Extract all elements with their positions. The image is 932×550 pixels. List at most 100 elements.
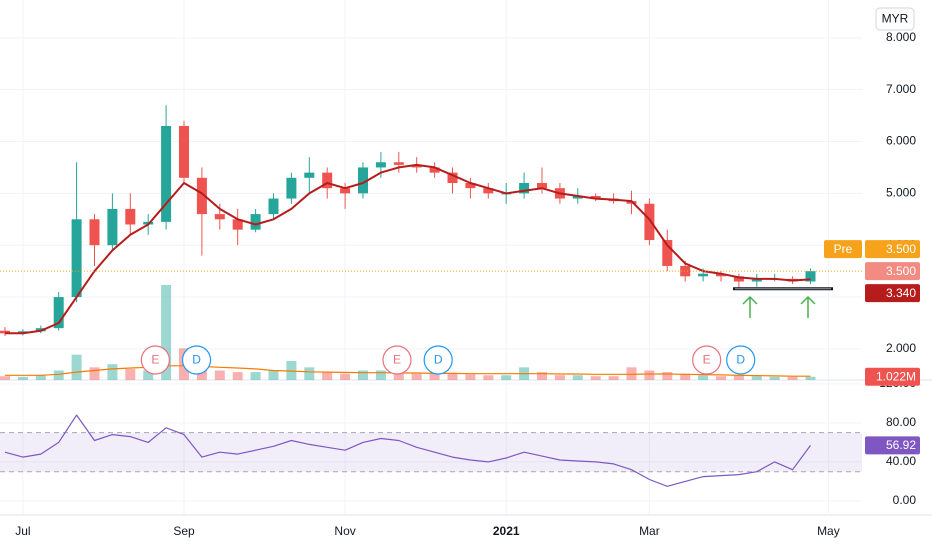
price-tag-label: 56.92 <box>886 438 916 452</box>
candle-body <box>590 195 601 199</box>
y-tick-label: 6.000 <box>886 134 916 148</box>
volume-bar <box>465 374 476 380</box>
currency-button[interactable]: MYR <box>875 7 915 31</box>
volume-bar <box>358 370 368 380</box>
event-label: D <box>434 353 443 367</box>
volume-bar <box>89 367 100 380</box>
volume-bar <box>143 370 154 380</box>
candle-body <box>644 203 655 241</box>
candle-body <box>71 219 82 298</box>
candle-body <box>286 177 297 199</box>
volume-bar <box>680 373 691 380</box>
y-tick-label: 5.000 <box>886 186 916 200</box>
candle-body <box>447 172 458 184</box>
rsi-band <box>0 432 862 472</box>
candle-body <box>0 330 10 334</box>
candle-body <box>519 183 530 194</box>
volume-bar <box>393 372 404 380</box>
volume-bar <box>107 364 118 380</box>
candle-body <box>733 276 744 282</box>
candle-body <box>89 219 100 246</box>
volume-bar <box>322 372 333 380</box>
candle-body <box>196 177 207 215</box>
candle-body <box>125 208 136 225</box>
volume-bar <box>232 372 243 380</box>
price-tag-name-box <box>824 240 862 259</box>
price-tag-label: 3.500 <box>886 264 916 278</box>
event-marker <box>423 345 453 375</box>
volume-bar <box>572 375 583 380</box>
y-tick-label: 40.00 <box>886 454 916 468</box>
volume-bar <box>411 373 422 380</box>
x-tick-label: Nov <box>334 524 355 538</box>
event-marker <box>726 345 756 375</box>
event-label: D <box>736 353 745 367</box>
currency-box[interactable] <box>875 7 915 31</box>
volume-bar <box>733 375 744 380</box>
candle-body <box>429 167 440 173</box>
currency-label[interactable]: MYR <box>882 12 909 26</box>
volume-bar <box>340 373 351 380</box>
y-tick-label: 0.00 <box>893 493 917 507</box>
candle-body <box>161 125 172 222</box>
candle-body <box>680 265 691 277</box>
volume-bar <box>537 372 547 380</box>
volume-bar <box>501 375 512 380</box>
price-tag <box>865 240 920 259</box>
event-label: E <box>151 353 159 367</box>
event-label: E <box>703 353 711 367</box>
volume-bar <box>53 370 64 380</box>
volume-bar <box>590 376 601 380</box>
candle-body <box>375 162 386 168</box>
candle-body <box>805 271 816 282</box>
volume-bar <box>483 375 494 380</box>
volume-bar <box>35 375 46 380</box>
event-label: D <box>192 353 201 367</box>
x-tick-label: Jul <box>15 524 30 538</box>
event-marker <box>692 345 722 375</box>
candle-body <box>268 198 279 215</box>
volume-bar <box>751 376 762 380</box>
x-tick-label: Mar <box>639 524 660 538</box>
price-tag-name: Pre <box>834 242 853 256</box>
candle-body <box>53 297 64 329</box>
price-tag <box>865 284 920 303</box>
volume-bar <box>447 373 458 380</box>
event-marker <box>140 345 170 375</box>
candle-body <box>179 125 189 178</box>
x-tick-label: May <box>817 524 840 538</box>
volume-bar <box>805 376 816 380</box>
volume-bar <box>214 370 225 380</box>
price-tag <box>865 367 920 386</box>
price-tag <box>865 262 920 281</box>
event-marker <box>181 345 212 375</box>
candle-body <box>411 164 422 168</box>
rsi-line <box>4 414 811 487</box>
candle-body <box>572 195 583 199</box>
volume-bar <box>304 367 315 380</box>
volume-bar <box>268 370 279 380</box>
candle-body <box>107 208 118 246</box>
price-tag <box>865 436 920 455</box>
volume-bar <box>554 375 565 380</box>
candle-body <box>304 172 315 178</box>
y-tick-label: 7.000 <box>886 82 916 96</box>
price-tag-label: 3.340 <box>886 286 916 300</box>
candle-body <box>537 183 547 189</box>
volume-bar <box>429 373 440 380</box>
volume-bar <box>17 376 28 380</box>
volume-bar <box>662 372 673 380</box>
arrow <box>800 295 816 318</box>
volume-bar <box>71 354 82 380</box>
volume-bar <box>161 285 172 380</box>
candle-body <box>232 219 243 230</box>
volume-bar <box>769 376 780 380</box>
volume-bar <box>644 370 655 380</box>
candle-body <box>358 167 368 194</box>
volume-bar <box>698 375 709 380</box>
volume-bar <box>716 376 726 380</box>
candle-body <box>716 273 726 277</box>
volume-bar <box>608 376 619 380</box>
